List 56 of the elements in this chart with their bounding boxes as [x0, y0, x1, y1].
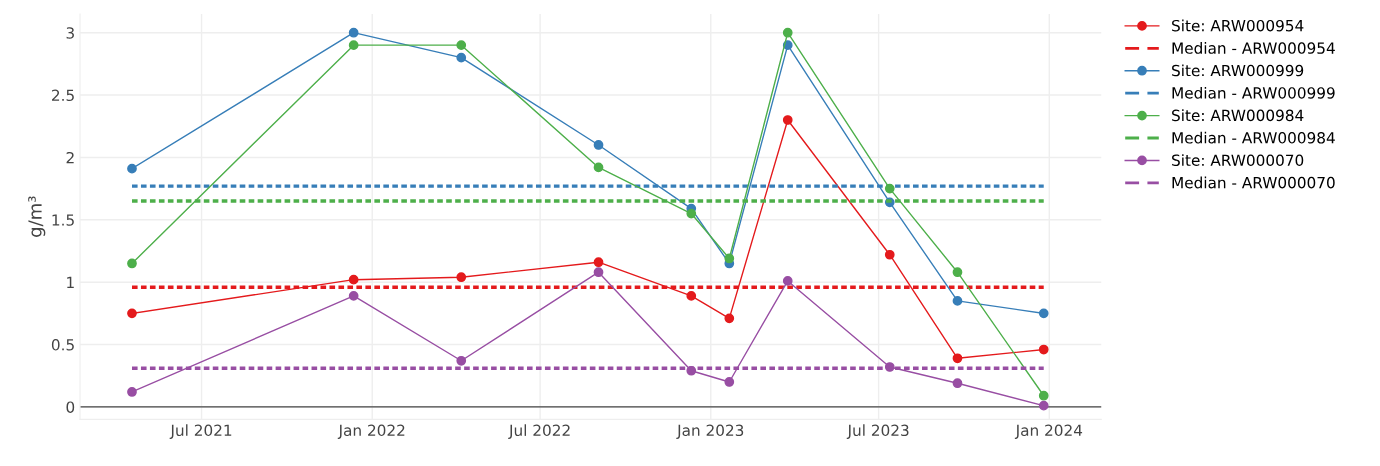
- x-tick-label: Jan 2024: [1014, 424, 1083, 439]
- y-tick-label: 3: [66, 27, 74, 39]
- point: [884, 249, 895, 260]
- point: [593, 140, 604, 150]
- point: [884, 183, 895, 194]
- point: [456, 355, 467, 366]
- point: [456, 52, 467, 63]
- y-tick-label: 0.5: [51, 339, 74, 351]
- x-tick-label: Jul 2023: [846, 424, 909, 439]
- point: [1038, 344, 1049, 355]
- point: [456, 272, 467, 283]
- point: [593, 162, 604, 173]
- legend-label: Site: ARW000984: [1172, 109, 1304, 122]
- point: [952, 267, 963, 278]
- point: [952, 296, 963, 306]
- y-axis-title: g/m³: [28, 196, 46, 237]
- point: [952, 378, 963, 389]
- legend-label: Site: ARW000070: [1172, 154, 1304, 166]
- legend-label: Site: ARW000999: [1172, 64, 1304, 77]
- legend-label: Median - ARW000070: [1172, 176, 1335, 189]
- point: [782, 115, 793, 125]
- y-tick-label: 1: [67, 276, 74, 288]
- y-tick-label: 2.5: [52, 89, 74, 102]
- point: [127, 387, 137, 397]
- point: [127, 308, 137, 319]
- x-tick-label: Jul 2021: [169, 424, 232, 439]
- x-tick-label: Jan 2023: [676, 424, 744, 439]
- point: [782, 27, 793, 38]
- point: [1038, 400, 1049, 411]
- point: [686, 208, 697, 219]
- point: [782, 276, 793, 286]
- point: [952, 353, 963, 364]
- legend-label: Site: ARW000954: [1172, 19, 1304, 32]
- y-tick-label: 2: [66, 151, 74, 164]
- point: [593, 267, 604, 278]
- point: [456, 40, 467, 51]
- point: [724, 377, 735, 387]
- point: [348, 291, 359, 301]
- point: [724, 313, 735, 324]
- legend-label: Median - ARW000984: [1172, 131, 1335, 144]
- x-tick-label: Jul 2022: [508, 424, 570, 439]
- point: [127, 258, 137, 269]
- point: [593, 257, 604, 268]
- y-tick-label: 1.5: [52, 214, 74, 226]
- point: [686, 291, 697, 301]
- point: [724, 253, 735, 264]
- point: [348, 40, 359, 51]
- point: [1038, 390, 1049, 401]
- point: [348, 274, 359, 285]
- point: [1038, 308, 1049, 319]
- point: [348, 27, 359, 38]
- point: [127, 163, 137, 174]
- legend-label: Median - ARW000999: [1172, 86, 1335, 99]
- x-tick-label: Jan 2022: [337, 424, 405, 439]
- y-tick-label: 0: [66, 401, 75, 413]
- legend-label: Median - ARW000954: [1172, 42, 1335, 54]
